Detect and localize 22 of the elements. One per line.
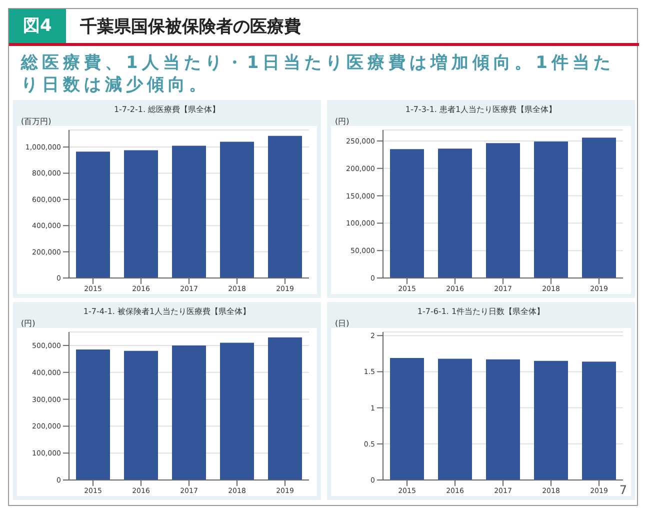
text: 7 bbox=[619, 483, 627, 497]
y-axis-title: (円) bbox=[334, 116, 350, 126]
bar bbox=[268, 337, 302, 480]
caption: 図4 bbox=[9, 9, 66, 43]
bar bbox=[438, 148, 472, 278]
bar bbox=[486, 143, 520, 278]
text: 総医療費、1人当たり・1日当たり医療費は増加傾向。1件当たり日数は減少傾向。 bbox=[20, 52, 616, 97]
bar bbox=[534, 142, 568, 278]
bar bbox=[172, 345, 206, 480]
text: 千葉県国保被保険者の医療費 bbox=[80, 16, 301, 38]
y-axis-title: (百万円) bbox=[20, 116, 52, 126]
bar bbox=[76, 349, 110, 480]
bar bbox=[582, 138, 616, 278]
chart-title: 1-7-6-1. 1件当たり日数【県全体】 bbox=[416, 306, 546, 318]
chart-title: 1-7-2-1. 総医療費【県全体】 bbox=[112, 104, 222, 116]
y-axis-title: (日) bbox=[334, 318, 350, 328]
bar bbox=[124, 350, 158, 480]
chart-title: 1-7-3-1. 患者1人当たり医療費【県全体】 bbox=[404, 104, 558, 116]
bar bbox=[220, 342, 254, 480]
bar bbox=[390, 149, 424, 278]
chart-title: 1-7-4-1. 被保険者1人当たり医療費【県全体】 bbox=[82, 306, 252, 318]
y-axis-title: (円) bbox=[20, 318, 36, 328]
